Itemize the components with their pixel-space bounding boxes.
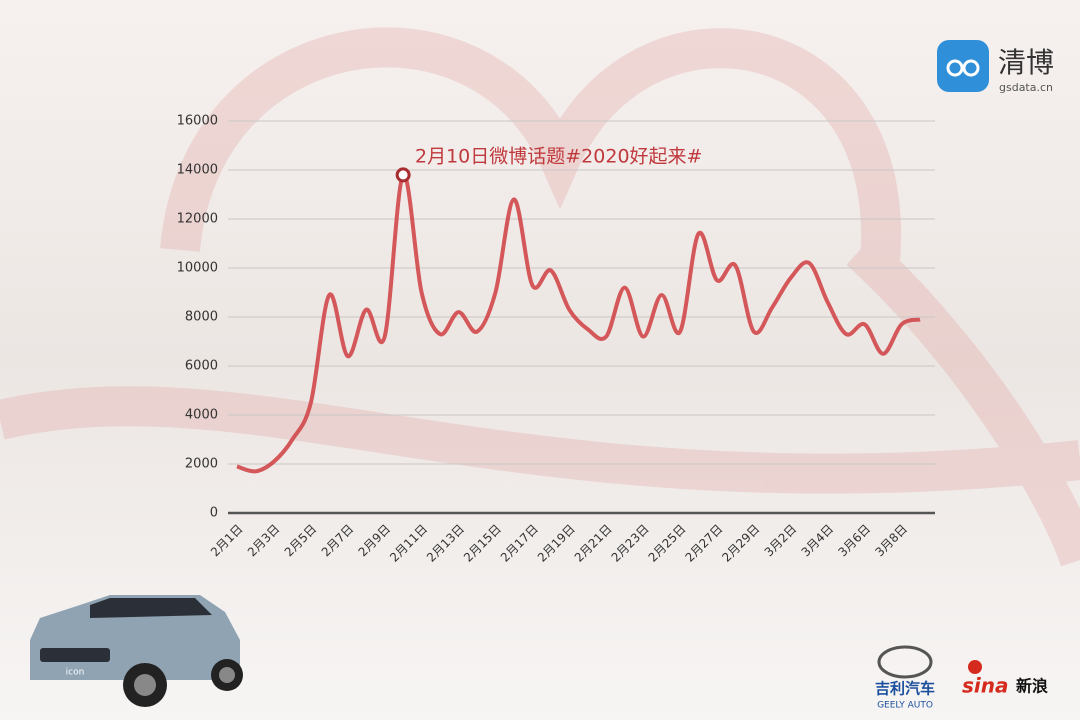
peak-marker [395, 167, 411, 183]
gsdata-name: 清博 [998, 46, 1054, 79]
car-illustration: icon [30, 595, 243, 707]
gsdata-logo: 清博 gsdata.cn [937, 40, 1054, 94]
y-tick-label: 10000 [177, 261, 218, 276]
y-tick-label: 4000 [185, 408, 218, 423]
ribbon-decoration [0, 27, 1080, 567]
sina-cn: 新浪 [1016, 677, 1048, 696]
y-tick-label: 16000 [177, 114, 218, 129]
car-badge: icon [66, 668, 85, 678]
y-tick-label: 6000 [185, 359, 218, 374]
geely-en: GEELY AUTO [877, 701, 933, 711]
gsdata-url: gsdata.cn [999, 81, 1053, 94]
y-tick-label: 8000 [185, 310, 218, 325]
geely-logo: 吉利汽车 GEELY AUTO [875, 645, 935, 711]
y-tick-label: 14000 [177, 163, 218, 178]
sina-logo: sina 新浪 [962, 660, 1048, 698]
y-tick-label: 2000 [185, 457, 218, 472]
sina-en: sina [962, 674, 1009, 698]
data-line [236, 172, 921, 474]
y-tick-label: 12000 [177, 212, 218, 227]
y-tick-label: 0 [210, 506, 218, 521]
geely-cn: 吉利汽车 [875, 680, 935, 698]
annotation: 2月10日微博话题#2020好起来# [415, 146, 702, 168]
